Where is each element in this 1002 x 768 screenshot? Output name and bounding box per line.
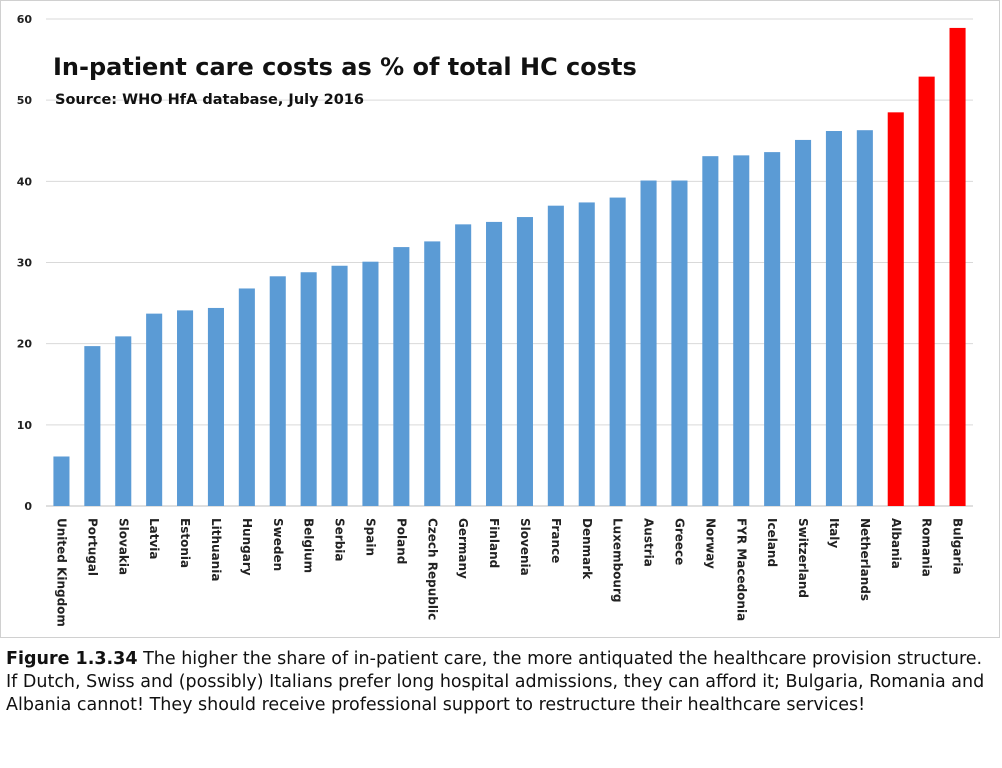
chart-subtitle: Source: WHO HfA database, July 2016 <box>55 92 364 108</box>
bar <box>764 152 781 506</box>
x-tick-label: Netherlands <box>858 518 872 601</box>
x-tick-label: Portugal <box>85 518 99 576</box>
bar <box>671 180 688 506</box>
bar <box>949 27 966 506</box>
x-tick-label: Luxembourg <box>611 518 625 602</box>
bar <box>918 76 935 507</box>
bar <box>238 288 255 506</box>
x-tick-label: Slovenia <box>518 518 532 576</box>
bar <box>795 139 812 506</box>
y-tick-label: 50 <box>17 94 33 107</box>
y-tick-labels: 0 10 20 30 40 50 60 <box>17 13 33 513</box>
x-tick-label: Iceland <box>765 518 779 567</box>
x-tick-label: Lithuania <box>209 518 223 581</box>
x-tick-label: Sweden <box>271 518 285 571</box>
bar <box>486 221 503 506</box>
x-tick-label: Austria <box>642 518 656 567</box>
bar <box>825 131 842 506</box>
y-tick-label: 10 <box>17 419 33 432</box>
bar <box>269 276 286 506</box>
bar <box>547 205 564 506</box>
bar <box>609 197 626 507</box>
bar <box>115 336 132 506</box>
x-tick-label: Albania <box>889 518 903 569</box>
x-tick-label: Spain <box>363 518 377 556</box>
figure-caption: Figure 1.3.34 The higher the share of in… <box>6 648 996 717</box>
x-tick-label: Denmark <box>580 518 594 580</box>
x-tick-label: Hungary <box>240 518 254 576</box>
x-tick-label: Italy <box>827 518 841 548</box>
x-tick-label: Greece <box>672 518 686 565</box>
y-tick-label: 60 <box>17 13 33 26</box>
bar <box>331 265 348 506</box>
bar <box>53 456 70 506</box>
bar <box>177 310 194 506</box>
x-tick-label: France <box>549 518 563 563</box>
x-tick-label: Slovakia <box>116 518 130 575</box>
gridlines <box>46 18 973 507</box>
chart-title: In-patient care costs as % of total HC c… <box>53 53 637 81</box>
x-tick-label: Finland <box>487 518 501 568</box>
bar <box>455 224 472 506</box>
x-tick-label: FYR Macedonia <box>734 518 748 621</box>
x-tick-label: Poland <box>394 518 408 564</box>
bars <box>53 27 966 507</box>
y-tick-label: 0 <box>24 500 32 513</box>
x-tick-label: Estonia <box>178 518 192 568</box>
figure-label: Figure 1.3.34 <box>6 649 138 669</box>
bar <box>733 155 750 507</box>
y-tick-label: 30 <box>17 257 33 270</box>
bar <box>84 346 101 506</box>
bar <box>424 241 441 506</box>
figure-caption-text: The higher the share of in-patient care,… <box>6 649 985 715</box>
x-tick-label: Germany <box>456 518 470 579</box>
y-tick-label: 40 <box>17 175 33 188</box>
bar <box>300 272 317 506</box>
x-tick-label: Czech Republic <box>425 518 439 620</box>
bar-chart: 0 10 20 30 40 50 60 United Kingdom Portugal Slov… <box>17 13 973 627</box>
y-tick-label: 20 <box>17 338 33 351</box>
x-tick-label: Bulgaria <box>951 518 965 575</box>
x-tick-label: Serbia <box>333 518 347 562</box>
bar <box>578 202 595 507</box>
bar <box>516 217 533 506</box>
bar <box>362 261 379 506</box>
chart-container: 0 10 20 30 40 50 60 United Kingdom Portugal Slov… <box>0 0 1000 638</box>
x-tick-label: Belgium <box>302 518 316 573</box>
x-tick-labels: United Kingdom Portugal Slovakia Latvia Esto… <box>54 518 964 627</box>
x-tick-label: Switzerland <box>796 518 810 598</box>
bar <box>856 130 873 506</box>
bar <box>207 307 224 506</box>
x-tick-label: United Kingdom <box>54 518 68 627</box>
x-tick-label: Romania <box>920 518 934 577</box>
bar <box>887 112 904 506</box>
bar <box>702 156 719 506</box>
x-tick-label: Latvia <box>147 518 161 560</box>
bar <box>146 313 163 506</box>
bar <box>393 247 410 506</box>
bar <box>640 180 657 506</box>
x-tick-label: Norway <box>703 518 717 569</box>
